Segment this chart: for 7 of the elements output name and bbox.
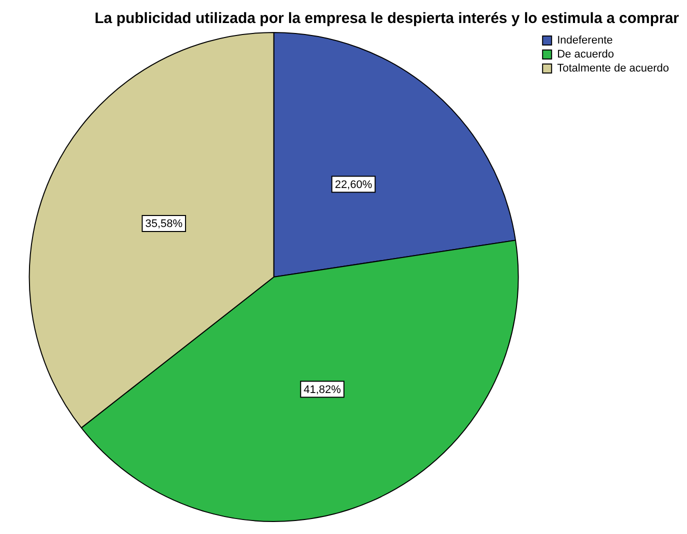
legend-label: Totalmente de acuerdo [557, 62, 670, 75]
chart-title: La publicidad utilizada por la empresa le despierta interés y lo estimula a comprar [94, 10, 680, 28]
legend-label: De acuerdo [557, 48, 614, 61]
data-label: 35,58% [145, 218, 183, 230]
data-label: 22,60% [334, 178, 372, 191]
data-label: 41,82% [304, 384, 342, 396]
legend-label: Indeferente [557, 34, 613, 47]
